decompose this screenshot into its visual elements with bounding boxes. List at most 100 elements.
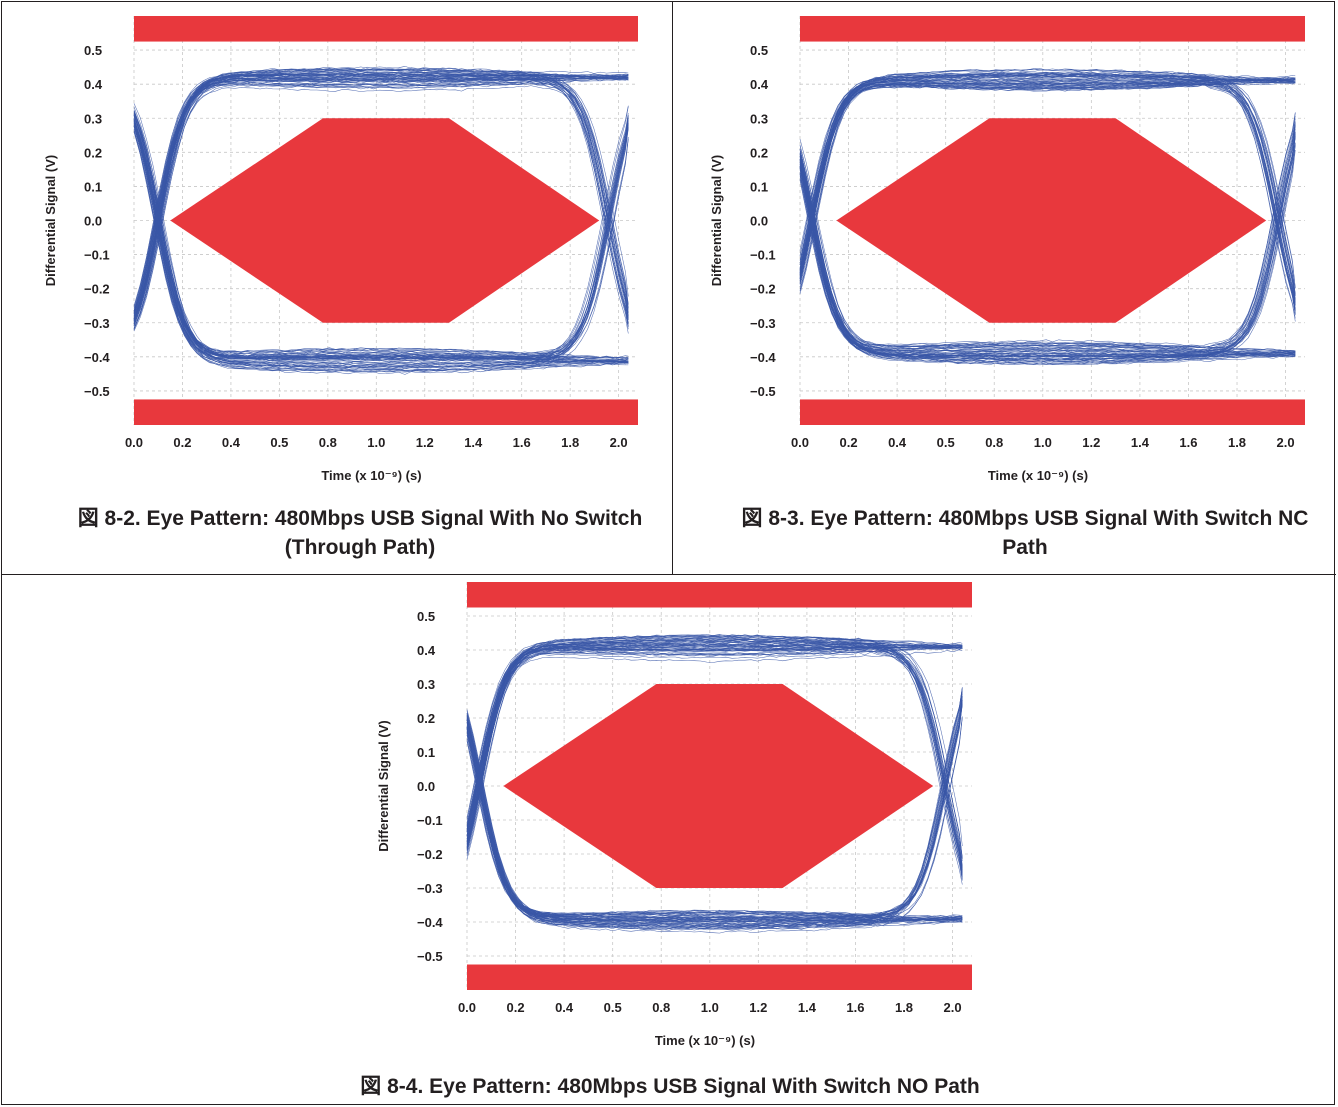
x-tick-label: 0.8: [985, 435, 1003, 450]
y-tick-label: −0.1: [84, 248, 110, 263]
x-tick-label: 1.4: [1131, 435, 1150, 450]
y-axis-label: Differential Signal (V): [709, 155, 724, 286]
y-tick-label: 0.0: [417, 779, 435, 794]
x-axis-label: Time (x 10⁻⁹) (s): [988, 468, 1088, 483]
y-tick-label: 0.3: [417, 677, 435, 692]
signal-trace: [799, 75, 1296, 280]
signal-trace: [133, 82, 629, 324]
signal-trace: [133, 115, 629, 357]
y-tick-label: 0.5: [417, 609, 435, 624]
y-tick-label: −0.5: [417, 949, 443, 964]
signal-trace: [133, 78, 629, 328]
x-tick-label: 2.0: [1277, 435, 1295, 450]
x-tick-label: 0.5: [937, 435, 955, 450]
x-tick-label: 0.2: [840, 435, 858, 450]
x-tick-label: 0.4: [888, 435, 907, 450]
x-tick-label: 0.4: [555, 1000, 574, 1015]
signal-trace: [799, 156, 1296, 366]
signal-trace: [799, 167, 1296, 358]
eye-diagram-svg: 0.5 0.4 0.3 0.2 0.1 0.0 −0.1 −0.2 −0.3 −0.4 −0.5 0.…: [376, 582, 972, 1048]
y-tick-label: −0.3: [417, 881, 443, 896]
x-tick-label: 1.2: [1082, 435, 1100, 450]
y-tick-label: −0.4: [750, 350, 776, 365]
signal-traces: [799, 68, 1296, 366]
signal-trace: [466, 704, 963, 923]
y-tick-label: 0.5: [750, 43, 768, 58]
caption-figure-8-3: 図 8-3. Eye Pattern: 480Mbps USB Signal W…: [741, 507, 1309, 559]
y-tick-label: 0.1: [84, 179, 102, 194]
signal-trace: [466, 715, 963, 922]
signal-trace: [799, 156, 1296, 354]
x-tick-label: 0.5: [604, 1000, 622, 1015]
signal-trace: [799, 175, 1296, 357]
signal-trace: [466, 635, 963, 833]
signal-trace: [799, 168, 1296, 358]
signal-trace: [466, 650, 963, 874]
signal-trace: [466, 713, 963, 923]
x-tick-label: 1.4: [464, 435, 483, 450]
signal-trace: [133, 114, 629, 369]
signal-trace: [466, 651, 963, 867]
mask-top-band: [467, 582, 972, 608]
signal-trace: [133, 116, 629, 372]
y-tick-label: 0.0: [750, 214, 768, 229]
x-tick-label: 1.4: [798, 1000, 817, 1015]
mask-eye-hexagon: [836, 118, 1267, 323]
y-tick-label: 0.1: [417, 745, 435, 760]
x-tick-label: 0.8: [652, 1000, 670, 1015]
y-axis-label: Differential Signal (V): [376, 720, 391, 851]
y-tick-label: −0.1: [750, 248, 776, 263]
signal-trace: [799, 73, 1296, 261]
signal-trace: [799, 157, 1296, 353]
signal-trace: [799, 121, 1296, 348]
signal-trace: [133, 85, 629, 321]
y-tick-label: −0.3: [84, 316, 110, 331]
x-tick-label: 1.0: [1034, 435, 1052, 450]
signal-trace: [466, 637, 963, 826]
signal-trace: [799, 132, 1296, 356]
signal-trace: [799, 153, 1296, 361]
eye-diagram-svg: 0.5 0.4 0.3 0.2 0.1 0.0 −0.1 −0.2 −0.3 −0.4 −0.5 0.…: [709, 16, 1305, 483]
y-tick-label: −0.2: [417, 847, 443, 862]
x-tick-label: 1.8: [561, 435, 579, 450]
signal-trace: [133, 71, 629, 322]
signal-trace: [133, 119, 629, 361]
x-tick-label: 0.0: [791, 435, 809, 450]
x-tick-label: 1.8: [895, 1000, 913, 1015]
signal-trace: [799, 115, 1296, 357]
y-tick-label: −0.4: [84, 350, 110, 365]
y-tick-label: 0.2: [417, 711, 435, 726]
signal-trace: [799, 118, 1296, 346]
signal-trace: [799, 80, 1296, 273]
eye-chart-no-path: 0.5 0.4 0.3 0.2 0.1 0.0 −0.1 −0.2 −0.3 −0.4 −0.5 0.…: [340, 575, 1000, 1068]
x-tick-label: 0.2: [507, 1000, 525, 1015]
y-tick-label: −0.5: [750, 384, 776, 399]
signal-trace: [466, 690, 963, 930]
signal-trace: [133, 111, 629, 364]
x-tick-label: 1.0: [367, 435, 385, 450]
mask-bottom-band: [134, 399, 638, 425]
eye-chart-nc-path: 0.5 0.4 0.3 0.2 0.1 0.0 −0.1 −0.2 −0.3 −0.4 −0.5 0.…: [673, 0, 1337, 505]
signal-trace: [133, 129, 629, 367]
signal-trace: [799, 78, 1296, 305]
signal-trace: [799, 124, 1296, 361]
caption-figure-8-4: 図 8-4. Eye Pattern: 480Mbps USB Signal W…: [360, 1075, 980, 1098]
y-tick-label: −0.2: [84, 282, 110, 297]
y-tick-label: 0.4: [750, 77, 769, 92]
signal-trace: [466, 728, 963, 931]
x-tick-label: 0.4: [222, 435, 241, 450]
x-tick-label: 0.2: [173, 435, 191, 450]
signal-trace: [133, 110, 629, 370]
signal-trace: [799, 81, 1296, 282]
x-tick-label: 1.6: [846, 1000, 864, 1015]
x-tick-label: 1.2: [416, 435, 434, 450]
x-tick-label: 2.0: [610, 435, 628, 450]
signal-trace: [466, 641, 963, 848]
signal-trace: [133, 75, 629, 317]
x-tick-label: 0.5: [270, 435, 288, 450]
signal-trace: [133, 126, 629, 354]
signal-trace: [799, 73, 1296, 311]
y-tick-label: 0.2: [84, 145, 102, 160]
signal-traces: [133, 66, 629, 375]
